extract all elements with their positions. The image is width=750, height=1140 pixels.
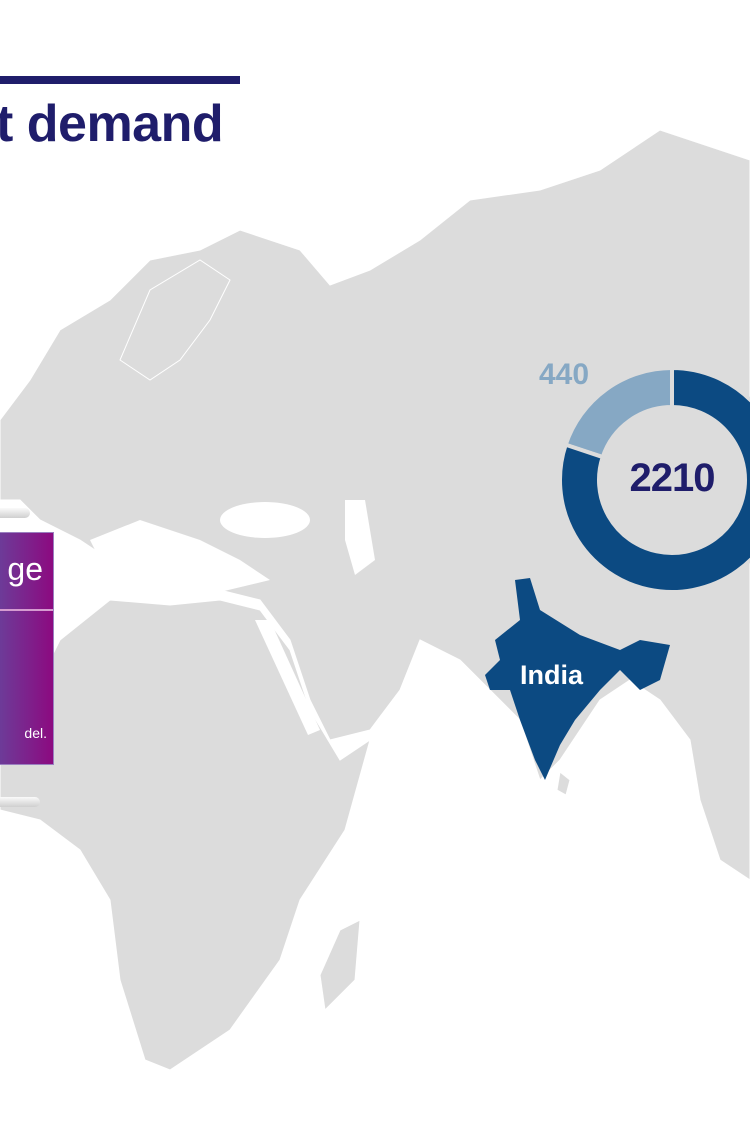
donut-total-label: 2210 <box>629 456 716 500</box>
donut-segment-label: 440 <box>539 358 590 391</box>
black-sea <box>220 502 310 538</box>
red-sea <box>255 620 320 735</box>
sri-lanka <box>556 771 571 796</box>
india-highlight <box>485 578 670 780</box>
info-panel: ge del. <box>0 532 54 765</box>
title-bar <box>0 76 240 84</box>
region-label: India <box>520 660 584 690</box>
panel-divider <box>0 609 53 611</box>
panel-footer: del. <box>24 725 47 741</box>
mediterranean-sea <box>90 520 270 600</box>
caspian-sea <box>345 500 375 575</box>
madagascar <box>319 919 361 1012</box>
panel-heading: ge <box>7 551 43 587</box>
donut-segment-1 <box>558 365 750 594</box>
scandinavia <box>119 259 231 381</box>
aircraft-image <box>0 508 30 518</box>
aircraft-image <box>0 797 40 807</box>
africa-landmass <box>0 599 371 1071</box>
page-title: t demand <box>0 95 224 153</box>
donut-chart <box>558 365 750 594</box>
